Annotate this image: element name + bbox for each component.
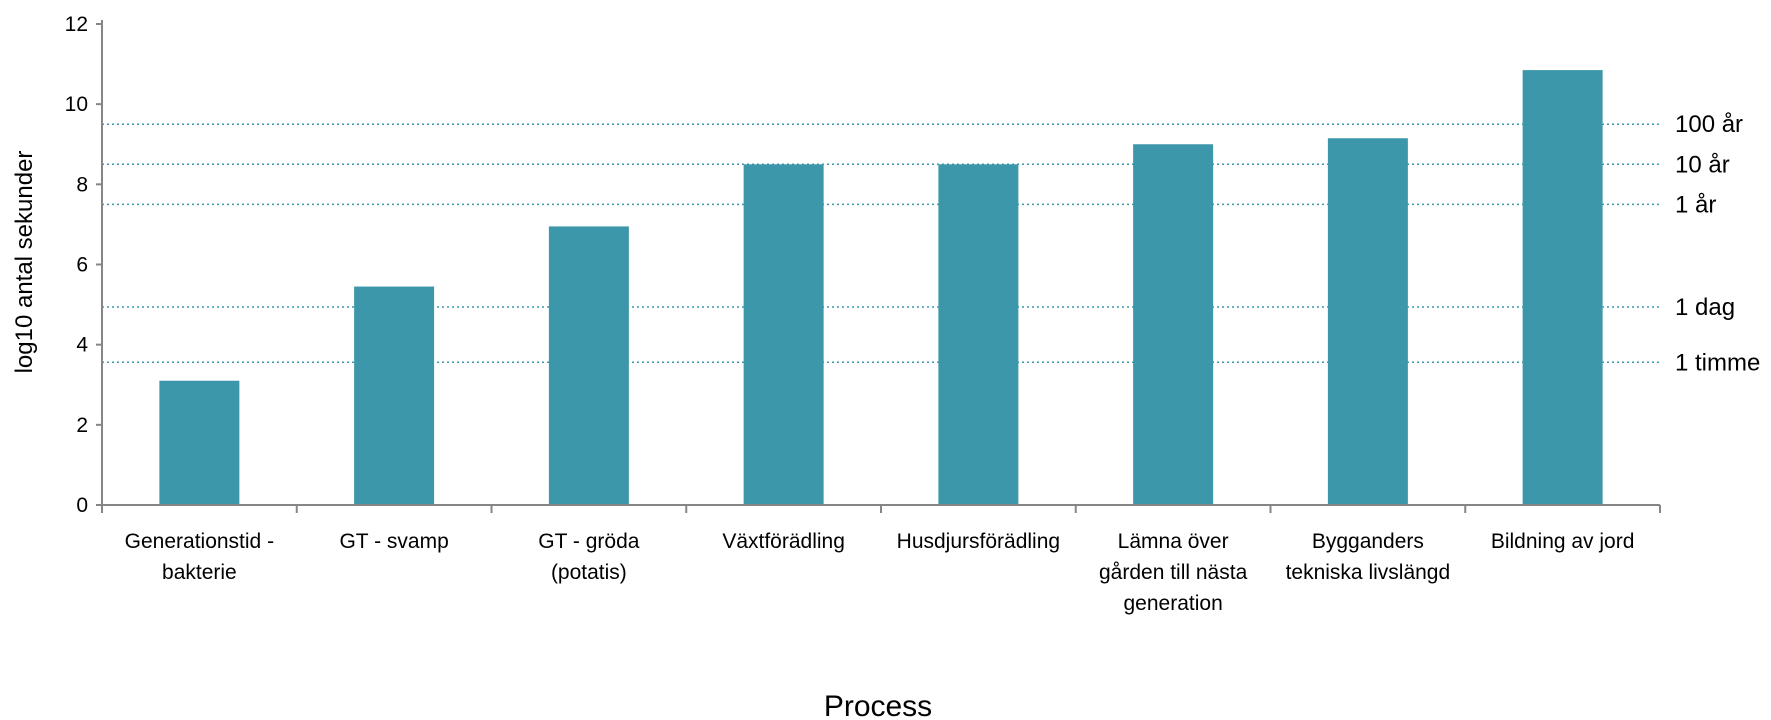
y-axis-title: log10 antal sekunder — [11, 151, 38, 374]
x-axis-title: Process — [824, 690, 932, 720]
axes — [96, 20, 1661, 513]
y-tick-label: 0 — [76, 494, 88, 517]
x-tick-label: Husdjursförädling — [897, 530, 1060, 553]
bar — [938, 164, 1019, 505]
x-tick-label: GT - svamp — [339, 530, 448, 553]
reference-line-label: 1 år — [1675, 191, 1716, 218]
bar — [1133, 144, 1214, 505]
y-tick-label: 2 — [76, 414, 88, 437]
x-tick-label-line: tekniska livslängd — [1286, 561, 1451, 584]
x-tick-label: Växtförädling — [722, 530, 845, 553]
reference-lines — [102, 123, 1660, 364]
bar — [548, 226, 629, 505]
y-tick-label: 6 — [76, 254, 88, 277]
bar — [1522, 70, 1603, 506]
x-tick-label-line: Husdjursförädling — [897, 530, 1060, 553]
x-tick-label-line: GT - gröda — [538, 530, 639, 553]
x-tick-label: Lämna över gården till nästa generation — [1099, 530, 1248, 615]
x-tick-label-line: Växtförädling — [722, 530, 845, 553]
x-tick-label-line: (potatis) — [551, 561, 627, 584]
reference-line-label: 100 år — [1675, 111, 1743, 138]
x-tick-label: Bygganders tekniska livslängd — [1286, 530, 1451, 584]
bar — [354, 286, 435, 505]
y-tick-label: 8 — [76, 173, 88, 196]
x-tick-label: GT - gröda (potatis) — [538, 530, 639, 584]
bar — [159, 380, 240, 505]
x-tick-label-line: generation — [1124, 592, 1223, 615]
x-tick-label-line: gården till nästa — [1099, 561, 1248, 584]
bar — [1327, 138, 1408, 506]
x-tick-label-line: Lämna över — [1118, 530, 1229, 553]
labels: 100 år 10 år 1 år 1 dag 1 timme 0 2 4 6 8 10 12 Gene… — [65, 13, 1761, 615]
x-tick-label: Generationstid - bakterie — [125, 530, 274, 584]
y-tick-label: 4 — [76, 334, 88, 357]
x-tick-label: Bildning av jord — [1491, 530, 1635, 553]
y-tick-label: 10 — [65, 93, 88, 116]
bars — [159, 70, 1603, 506]
x-tick-label-line: Bygganders — [1312, 530, 1424, 553]
x-tick-label-line: bakterie — [162, 561, 237, 584]
reference-line-label: 10 år — [1675, 151, 1730, 178]
x-tick-label-line: GT - svamp — [339, 530, 448, 553]
y-tick-label: 12 — [65, 13, 88, 36]
x-tick-label-line: Generationstid - — [125, 530, 274, 553]
reference-line-label: 1 timme — [1675, 349, 1760, 376]
bar — [743, 164, 824, 505]
reference-line-label: 1 dag — [1675, 294, 1735, 321]
x-tick-label-line: Bildning av jord — [1491, 530, 1635, 553]
